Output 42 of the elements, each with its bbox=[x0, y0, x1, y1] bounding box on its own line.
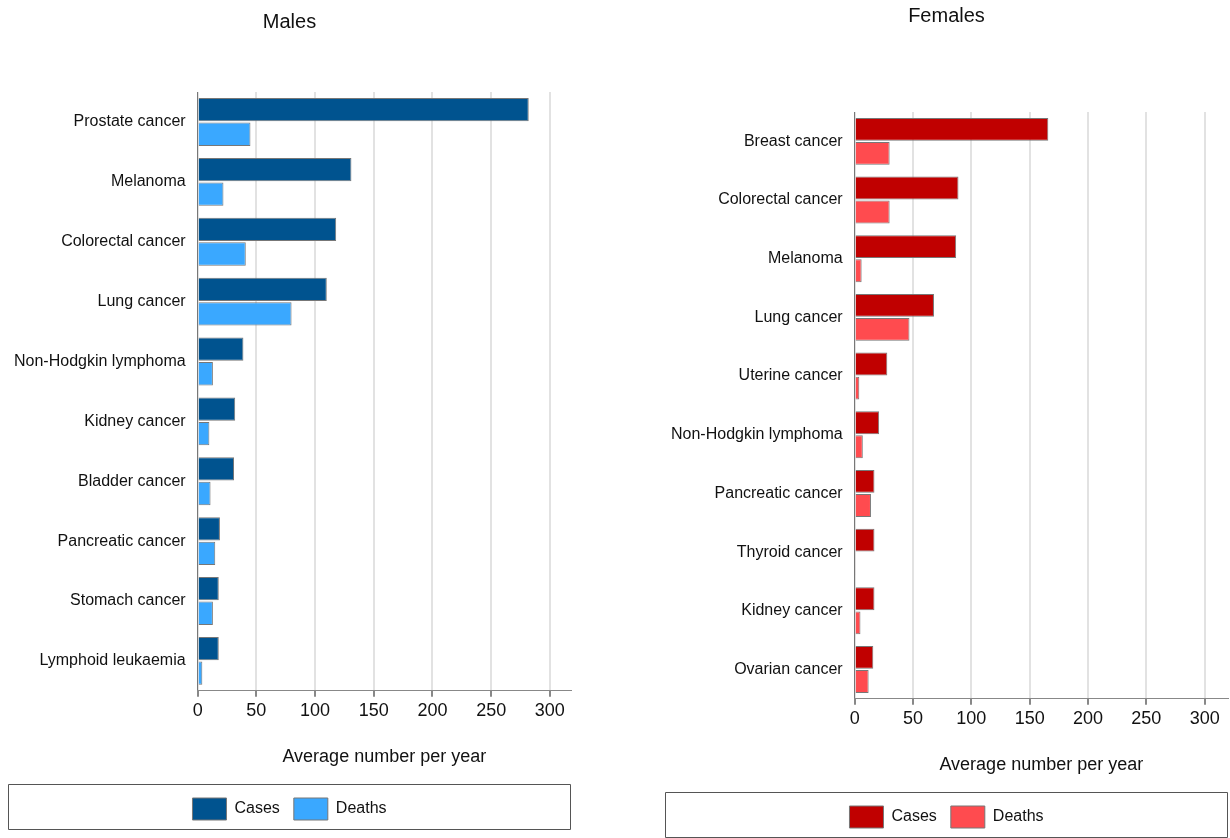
y-tick-label: Lymphoid leukaemia bbox=[39, 651, 186, 669]
y-tick-label: Melanoma bbox=[110, 172, 186, 190]
y-tick-label: Thyroid cancer bbox=[736, 542, 844, 560]
y-tick-label: Prostate cancer bbox=[73, 112, 187, 130]
x-tick-label: 150 bbox=[1014, 707, 1045, 728]
y-tick-label: Ovarian cancer bbox=[734, 659, 844, 677]
y-tick-label: Melanoma bbox=[767, 249, 843, 267]
y-tick-label: Kidney cancer bbox=[84, 411, 187, 429]
legend-label: Deaths bbox=[992, 807, 1044, 825]
x-axis-title: Average number per year bbox=[939, 754, 1144, 775]
x-tick-label: 300 bbox=[534, 699, 565, 720]
y-tick-label: Uterine cancer bbox=[738, 366, 844, 384]
x-tick-label: 250 bbox=[1131, 707, 1162, 728]
x-tick-label: 100 bbox=[956, 707, 987, 728]
y-tick-label: Non-Hodgkin lymphoma bbox=[670, 425, 843, 443]
x-tick-label: 0 bbox=[192, 699, 203, 720]
chart-title: Females bbox=[908, 3, 985, 26]
x-tick-label: 250 bbox=[476, 699, 507, 720]
y-tick-label: Non-Hodgkin lymphoma bbox=[13, 351, 186, 369]
y-tick-label: Breast cancer bbox=[743, 131, 844, 149]
x-tick-label: 150 bbox=[358, 699, 389, 720]
y-tick-label: Bladder cancer bbox=[78, 471, 187, 489]
y-tick-label: Lung cancer bbox=[97, 291, 187, 309]
y-tick-label: Stomach cancer bbox=[70, 591, 187, 609]
legend-label: Deaths bbox=[335, 799, 387, 817]
legend-label: Cases bbox=[234, 799, 280, 817]
x-tick-label: 200 bbox=[417, 699, 448, 720]
legend-label: Cases bbox=[891, 807, 937, 825]
x-tick-label: 300 bbox=[1189, 707, 1220, 728]
x-tick-label: 50 bbox=[246, 699, 267, 720]
chart-title: Males bbox=[262, 9, 317, 32]
y-tick-label: Colorectal cancer bbox=[61, 232, 187, 250]
y-tick-label: Colorectal cancer bbox=[718, 190, 844, 208]
y-tick-label: Lung cancer bbox=[754, 307, 844, 325]
x-tick-label: 50 bbox=[902, 707, 923, 728]
x-tick-label: 200 bbox=[1072, 707, 1104, 728]
y-tick-label: Kidney cancer bbox=[741, 601, 844, 619]
y-tick-label: Pancreatic cancer bbox=[57, 531, 187, 549]
x-tick-label: 0 bbox=[849, 707, 860, 728]
y-tick-label: Pancreatic cancer bbox=[714, 483, 844, 501]
x-tick-label: 100 bbox=[300, 699, 331, 720]
x-axis-title: Average number per year bbox=[282, 746, 487, 767]
